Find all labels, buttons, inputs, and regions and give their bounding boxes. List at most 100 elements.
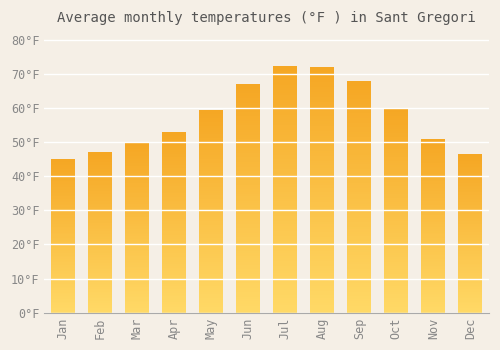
Bar bbox=[236, 112, 260, 114]
Bar bbox=[125, 253, 149, 255]
Bar bbox=[236, 233, 260, 235]
Bar bbox=[273, 155, 297, 157]
Bar bbox=[310, 144, 334, 146]
Bar bbox=[273, 80, 297, 83]
Bar bbox=[384, 227, 408, 229]
Bar bbox=[458, 278, 482, 279]
Bar bbox=[162, 199, 186, 201]
Bar bbox=[273, 202, 297, 204]
Bar bbox=[384, 237, 408, 239]
Bar bbox=[273, 224, 297, 226]
Bar bbox=[458, 265, 482, 267]
Bar bbox=[199, 222, 223, 223]
Bar bbox=[458, 219, 482, 221]
Bar bbox=[310, 217, 334, 219]
Bar bbox=[384, 239, 408, 241]
Bar bbox=[273, 216, 297, 219]
Bar bbox=[125, 289, 149, 290]
Bar bbox=[125, 214, 149, 216]
Bar bbox=[88, 268, 112, 270]
Bar bbox=[273, 105, 297, 107]
Bar bbox=[162, 145, 186, 147]
Bar bbox=[384, 300, 408, 302]
Bar bbox=[384, 304, 408, 307]
Bar bbox=[458, 215, 482, 216]
Bar bbox=[310, 210, 334, 212]
Bar bbox=[422, 214, 446, 215]
Bar bbox=[162, 248, 186, 250]
Bar bbox=[422, 287, 446, 288]
Bar bbox=[51, 186, 75, 187]
Bar bbox=[162, 311, 186, 313]
Bar bbox=[422, 248, 446, 250]
Bar bbox=[51, 224, 75, 225]
Bar bbox=[384, 268, 408, 270]
Bar bbox=[162, 255, 186, 257]
Bar bbox=[384, 258, 408, 259]
Bar bbox=[273, 241, 297, 244]
Bar bbox=[125, 280, 149, 282]
Bar bbox=[458, 237, 482, 238]
Bar bbox=[125, 294, 149, 296]
Bar bbox=[199, 118, 223, 120]
Bar bbox=[384, 259, 408, 261]
Bar bbox=[199, 191, 223, 193]
Bar bbox=[458, 159, 482, 161]
Bar bbox=[51, 278, 75, 279]
Bar bbox=[458, 216, 482, 218]
Bar bbox=[162, 154, 186, 155]
Bar bbox=[125, 273, 149, 275]
Bar bbox=[347, 153, 372, 155]
Bar bbox=[347, 282, 372, 285]
Bar bbox=[125, 231, 149, 232]
Bar bbox=[125, 224, 149, 226]
Bar bbox=[199, 272, 223, 274]
Bar bbox=[51, 242, 75, 244]
Bar bbox=[162, 170, 186, 172]
Bar bbox=[384, 309, 408, 310]
Bar bbox=[458, 194, 482, 195]
Bar bbox=[347, 310, 372, 313]
Bar bbox=[125, 255, 149, 257]
Bar bbox=[458, 218, 482, 219]
Bar bbox=[88, 159, 112, 161]
Bar bbox=[384, 198, 408, 200]
Bar bbox=[422, 250, 446, 252]
Bar bbox=[125, 248, 149, 250]
Bar bbox=[458, 248, 482, 249]
Bar bbox=[51, 234, 75, 236]
Bar bbox=[310, 200, 334, 202]
Bar bbox=[310, 283, 334, 286]
Bar bbox=[384, 276, 408, 278]
Bar bbox=[125, 207, 149, 209]
Bar bbox=[236, 290, 260, 292]
Bar bbox=[273, 76, 297, 78]
Bar bbox=[88, 273, 112, 274]
Bar bbox=[88, 309, 112, 311]
Bar bbox=[347, 215, 372, 218]
Bar bbox=[273, 149, 297, 152]
Bar bbox=[88, 263, 112, 265]
Bar bbox=[458, 164, 482, 165]
Bar bbox=[51, 259, 75, 260]
Bar bbox=[384, 223, 408, 225]
Bar bbox=[51, 297, 75, 299]
Bar bbox=[236, 278, 260, 281]
Bar bbox=[162, 275, 186, 276]
Bar bbox=[384, 151, 408, 153]
Bar bbox=[125, 302, 149, 304]
Bar bbox=[199, 164, 223, 167]
Bar bbox=[162, 177, 186, 179]
Bar bbox=[162, 286, 186, 287]
Bar bbox=[51, 279, 75, 280]
Bar bbox=[199, 128, 223, 130]
Bar bbox=[310, 202, 334, 205]
Bar bbox=[458, 246, 482, 248]
Bar bbox=[125, 154, 149, 156]
Bar bbox=[310, 222, 334, 224]
Bar bbox=[199, 161, 223, 163]
Bar bbox=[273, 127, 297, 130]
Bar bbox=[458, 198, 482, 200]
Bar bbox=[125, 311, 149, 313]
Bar bbox=[310, 256, 334, 259]
